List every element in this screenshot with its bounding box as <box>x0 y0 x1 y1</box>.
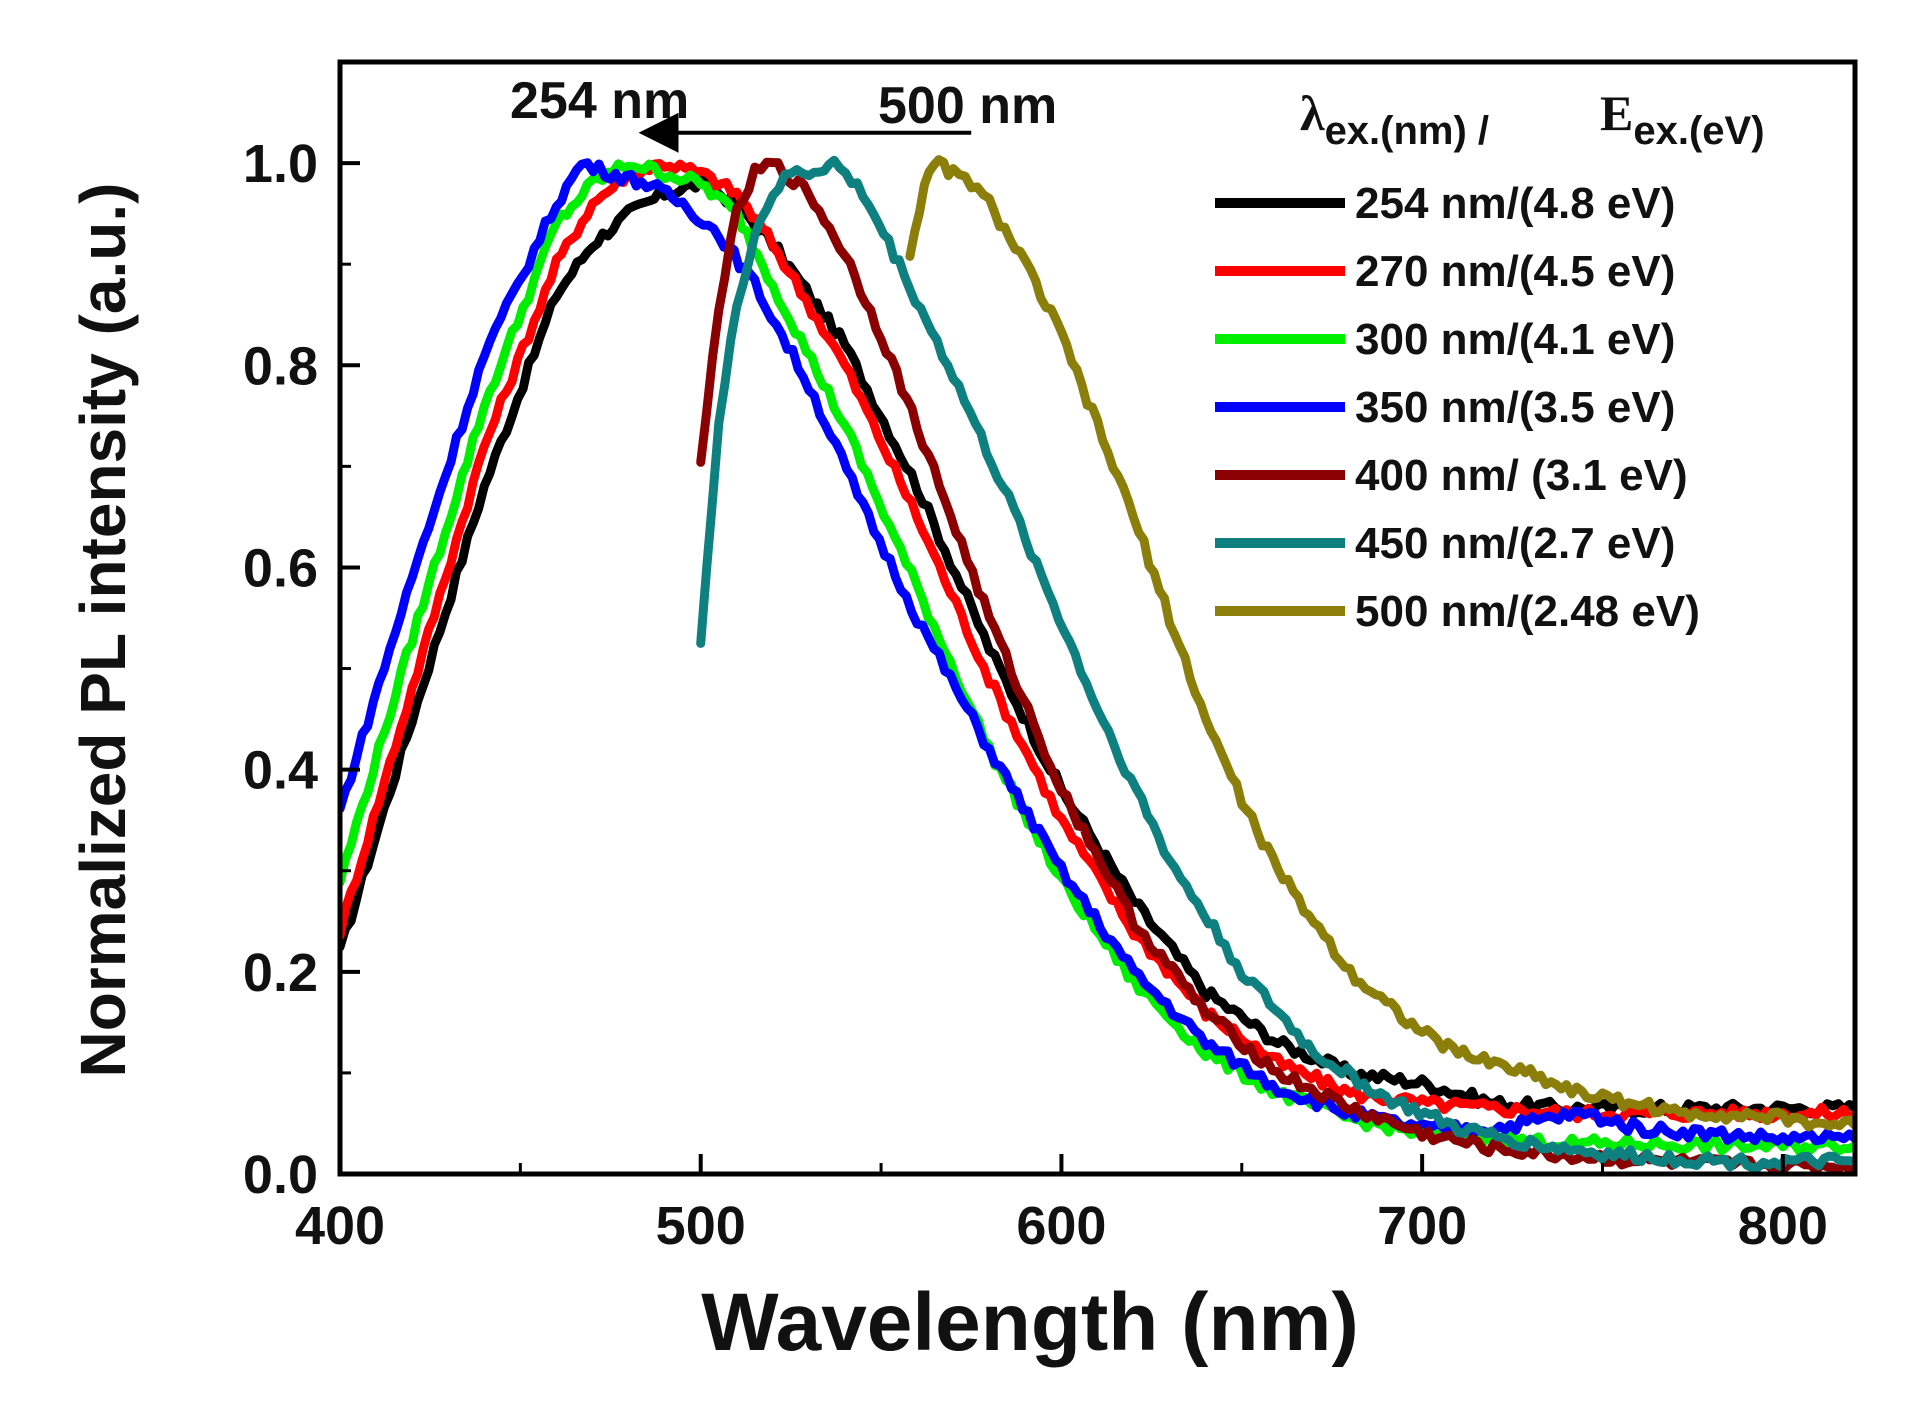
y-tick-label: 0.6 <box>243 538 318 598</box>
svg-text:Eex.(eV): Eex.(eV) <box>1600 85 1765 153</box>
y-tick-label: 0.2 <box>243 943 318 1003</box>
x-tick-label: 800 <box>1738 1196 1828 1256</box>
legend-label-1: 254 nm/(4.8 eV) <box>1355 179 1675 228</box>
legend-header-energy: E <box>1600 85 1633 141</box>
annotation-500nm: 500 nm <box>878 77 1057 135</box>
x-tick-label: 700 <box>1377 1196 1467 1256</box>
legend-header-energy-sub: ex.(eV) <box>1633 109 1764 153</box>
legend-header-lambda-sub: ex.(nm) / <box>1325 109 1489 153</box>
series-line-4 <box>340 158 1855 1147</box>
x-tick-label: 500 <box>656 1196 746 1256</box>
annotation-254nm: 254 nm <box>510 72 689 130</box>
legend-label-2: 270 nm/(4.5 eV) <box>1355 247 1675 296</box>
legend-header-lambda: λ <box>1300 85 1325 141</box>
legend-label-4: 350 nm/(3.5 eV) <box>1355 383 1675 432</box>
series-line-7 <box>905 155 1855 1132</box>
series-layer <box>340 155 1855 1174</box>
legend-label-7: 500 nm/(2.48 eV) <box>1355 587 1700 636</box>
legend-label-3: 300 nm/(4.1 eV) <box>1355 315 1675 364</box>
x-tick-label: 400 <box>295 1196 385 1256</box>
legend: 254 nm/(4.8 eV) 270 nm/(4.5 eV) 300 nm/(4.… <box>1215 179 1700 636</box>
legend-label-6: 450 nm/(2.7 eV) <box>1355 519 1675 568</box>
axes-layer: 400 500 600 700 800 0.0 0.2 0.4 0.6 0.8 1.0 <box>243 59 1858 1256</box>
y-tick-label: 0.8 <box>243 336 318 396</box>
series-line-6 <box>696 155 1855 1173</box>
y-tick-label: 0.0 <box>243 1145 318 1205</box>
y-axis-title: Normalized PL intensity (a.u.) <box>67 183 139 1078</box>
y-tick-label: 0.4 <box>243 741 318 801</box>
legend-header: λex.(nm) / Eex.(eV) <box>1300 85 1765 153</box>
y-tick-label: 1.0 <box>243 134 318 194</box>
legend-label-5: 400 nm/ (3.1 eV) <box>1355 451 1688 500</box>
svg-text:λex.(nm) /: λex.(nm) / <box>1300 85 1489 153</box>
x-tick-label: 600 <box>1016 1196 1106 1256</box>
x-axis-title: Wavelength (nm) <box>701 1277 1359 1368</box>
plot-frame <box>337 59 1858 1177</box>
